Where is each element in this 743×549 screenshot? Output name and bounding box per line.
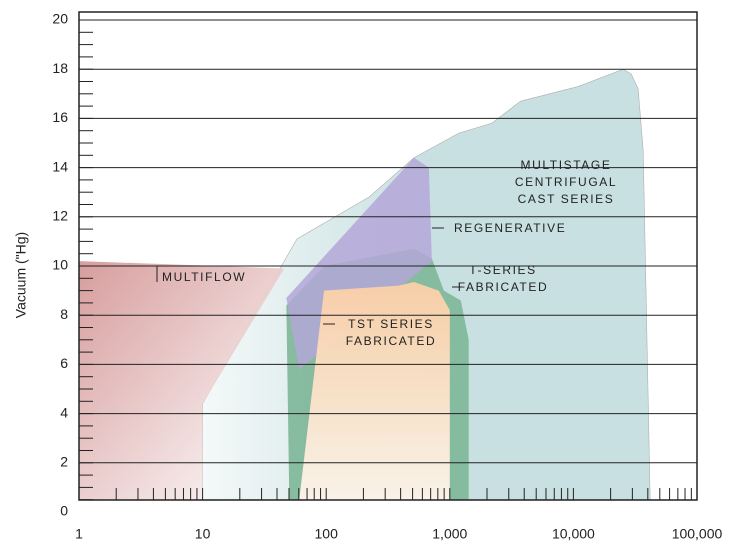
region-label: REGENERATIVE — [454, 221, 566, 235]
x-tick-label: 10 — [195, 526, 211, 542]
x-tick-label: 100,000 — [672, 526, 723, 542]
y-tick-label: 12 — [52, 208, 68, 224]
region-label: MULTIFLOW — [162, 270, 246, 284]
x-tick-label: 1 — [75, 526, 83, 542]
region-label: MULTISTAGE — [521, 158, 612, 172]
plot-frame — [78, 11, 698, 501]
y-tick-label: 6 — [60, 355, 68, 371]
region — [299, 281, 450, 500]
region-label: FABRICATED — [458, 280, 548, 294]
y-tick-label: 14 — [52, 158, 68, 174]
region-label: CENTRIFUGAL — [515, 175, 617, 189]
x-tick-label: 10,000 — [552, 526, 595, 542]
region — [79, 261, 285, 500]
y-tick-label: 4 — [60, 404, 68, 420]
region-label: FABRICATED — [346, 334, 436, 348]
y-tick-label: 2 — [60, 454, 68, 470]
y-tick-label: 16 — [52, 109, 68, 125]
y-tick-label: 20 — [52, 11, 68, 27]
y-tick-label: 8 — [60, 306, 68, 322]
y-tick-label: 0 — [60, 503, 68, 519]
y-tick-label: 18 — [52, 60, 68, 76]
y-axis-label: Vacuum ("Hg) — [13, 232, 29, 318]
region-label: T-SERIES — [469, 263, 536, 277]
y-tick-label: 10 — [52, 257, 68, 273]
x-tick-label: 100 — [315, 526, 339, 542]
region-label: CAST SERIES — [518, 192, 615, 206]
x-tick-label: 1,000 — [432, 526, 467, 542]
region-label: TST SERIES — [348, 317, 434, 331]
